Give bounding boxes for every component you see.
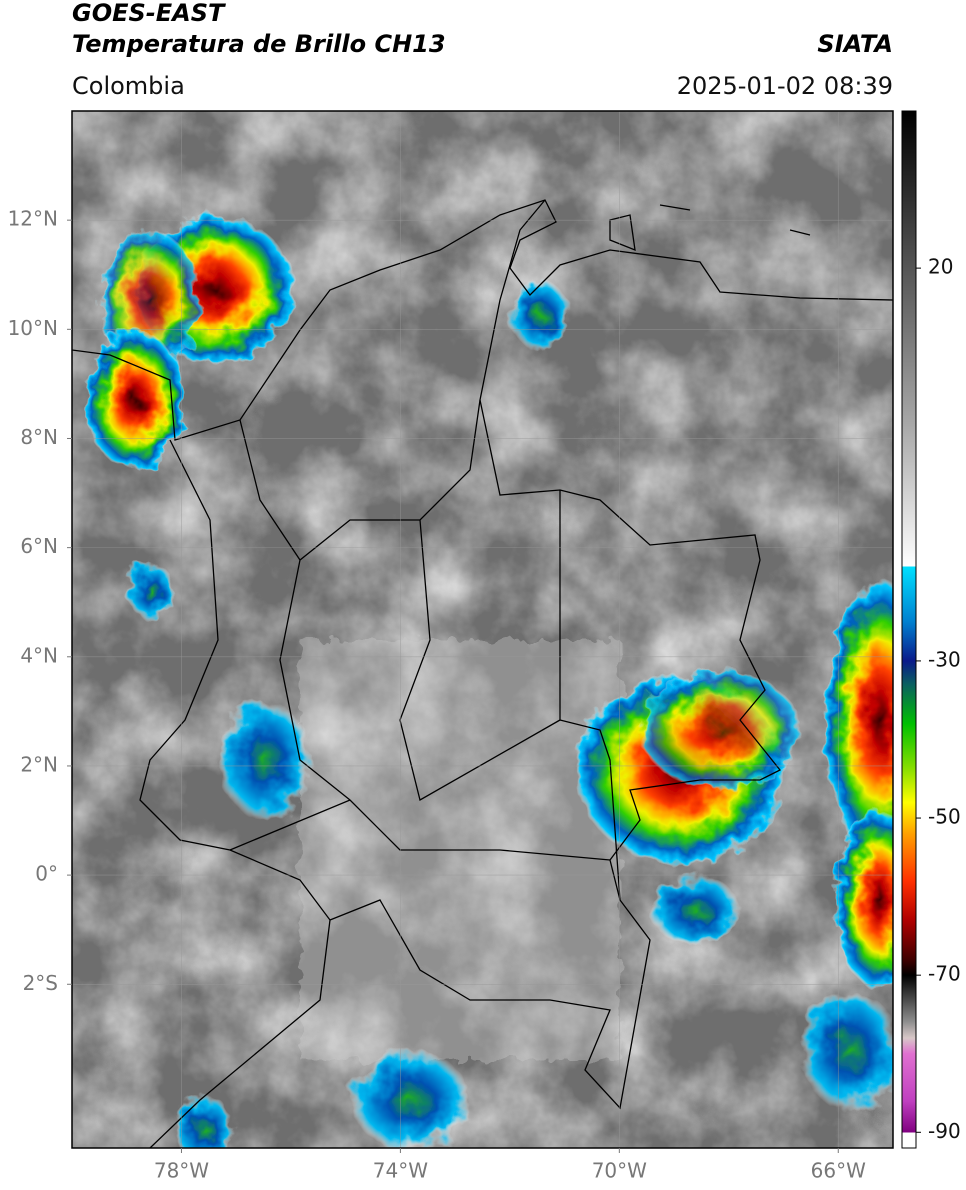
satellite-image — [72, 111, 893, 1148]
source: SIATA — [817, 30, 893, 58]
map-frame — [71, 110, 894, 1149]
colorbar-tick-label: 20 — [928, 255, 953, 279]
colorbar-tick-label: -50 — [928, 805, 961, 829]
title: GOES-EAST — [72, 0, 226, 27]
axes: 78°W 74°W 70°W 66°W 12°N 10°N 8°N 6°N 4°N 2°N 0° 2°… — [8, 207, 867, 1183]
colorbar-ticks: 20 -30 -50 -70 -90 — [916, 255, 961, 1143]
colorbar-tick-label: -30 — [928, 647, 961, 671]
x-tick-label: 74°W — [373, 1159, 428, 1183]
subtitle: Temperatura de Brillo CH13 — [72, 30, 446, 58]
y-tick-label: 10°N — [8, 316, 58, 340]
y-tick-label: 12°N — [8, 207, 58, 231]
y-tick-label: 6°N — [20, 534, 58, 558]
y-tick-label: 2°S — [23, 971, 58, 995]
colorbar — [901, 110, 917, 1149]
colorbar-tick-label: -70 — [928, 962, 961, 986]
datetime: 2025-01-02 08:39 — [677, 72, 893, 100]
y-tick-label: 4°N — [20, 643, 58, 667]
y-tick-label: 8°N — [20, 425, 58, 449]
y-tick-label: 2°N — [20, 752, 58, 776]
x-tick-label: 70°W — [592, 1159, 647, 1183]
convection — [85, 215, 893, 1148]
x-tick-label: 66°W — [811, 1159, 866, 1183]
colorbar-tick-label: -90 — [928, 1119, 961, 1143]
coastlines-borders — [72, 199, 893, 1148]
grid — [72, 111, 893, 1148]
x-tick-label: 78°W — [154, 1159, 209, 1183]
y-tick-label: 0° — [35, 862, 58, 886]
region: Colombia — [72, 72, 185, 100]
